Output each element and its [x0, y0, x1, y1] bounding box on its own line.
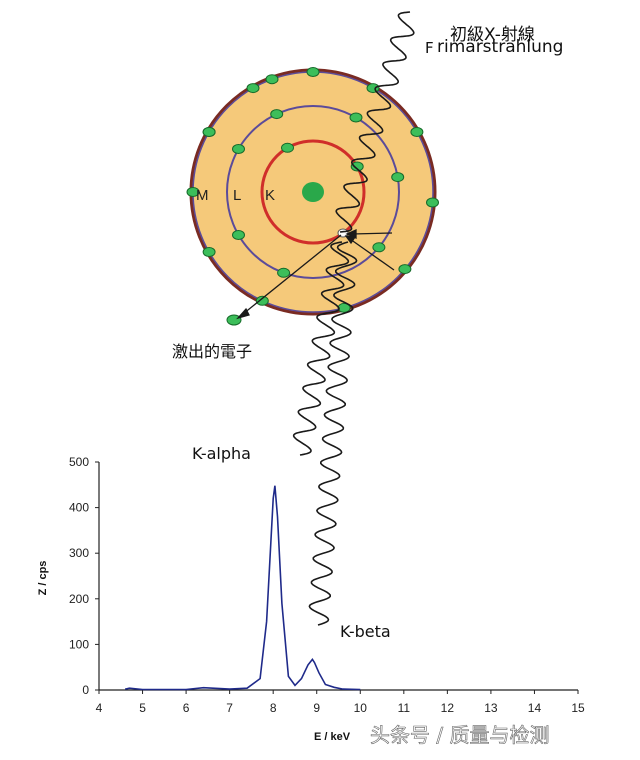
x-tick-label: 11 — [398, 701, 411, 715]
y-tick-label: 300 — [69, 546, 89, 560]
x-tick-label: 7 — [226, 701, 233, 715]
electron — [426, 197, 439, 208]
arrows — [236, 228, 395, 320]
y-axis-title: Z / cps — [37, 561, 49, 596]
electron — [255, 295, 269, 306]
electron — [366, 83, 380, 94]
electron — [350, 161, 364, 172]
shell-label-l: L — [233, 187, 241, 204]
nucleus — [302, 182, 324, 202]
ejected-electron-label: 激出的電子 — [172, 342, 252, 361]
electron — [277, 267, 291, 278]
y-tick-label: 0 — [82, 683, 89, 697]
electron — [202, 127, 216, 137]
electron — [232, 144, 245, 154]
electron — [265, 74, 279, 85]
k-shell-orbit — [260, 139, 366, 245]
x-tick-label: 4 — [96, 701, 103, 715]
ejection-arrow-head — [236, 307, 250, 320]
primary-xray-wave — [335, 11, 415, 233]
primary-xray-label-cn: 初級X-射線 — [450, 25, 535, 45]
x-tick-group: 4 5 6 7 8 9 10 11 12 13 14 15 — [96, 690, 585, 715]
y-tick-group: 0 100 200 300 400 500 — [69, 455, 99, 697]
electron — [398, 264, 412, 275]
shell-label-m: M — [196, 187, 209, 204]
x-tick-label: 14 — [528, 701, 542, 715]
electron — [349, 112, 363, 123]
y-tick-label: 500 — [69, 455, 89, 469]
electron-group — [186, 67, 439, 313]
primary-xray-label-prefix: F — [425, 39, 434, 57]
x-tick-label: 12 — [441, 701, 455, 715]
l-shell-orbit — [226, 105, 400, 279]
watermark: 头条号 / 质量与检测 — [370, 723, 549, 747]
k-alpha-label: K-alpha — [192, 444, 251, 463]
x-tick-label: 5 — [139, 701, 146, 715]
shell-label-k: K — [265, 187, 275, 204]
l-to-k-arrow-head — [344, 235, 357, 245]
y-tick-label: 100 — [69, 637, 89, 651]
x-tick-label: 6 — [183, 701, 190, 715]
photon-waves — [292, 11, 415, 626]
electron — [391, 172, 405, 183]
ejected-electron — [226, 314, 242, 326]
spectrum-line — [124, 485, 361, 691]
electron — [246, 83, 260, 94]
electron — [202, 247, 216, 257]
ejection-arrow — [242, 234, 342, 315]
y-tick-label: 400 — [69, 501, 89, 515]
k-beta-wave — [308, 241, 358, 626]
electron — [410, 127, 424, 137]
k-beta-label: K-beta — [340, 622, 391, 641]
k-alpha-wave — [292, 241, 350, 456]
electron — [281, 142, 294, 153]
x-axis-title: E / keV — [314, 731, 351, 743]
lm-transition-arrow — [351, 232, 393, 235]
electron — [306, 67, 320, 77]
electron — [372, 242, 386, 253]
x-tick-label: 15 — [571, 701, 585, 715]
l-to-k-arrow — [349, 238, 395, 271]
spectrum-chart: 0 100 200 300 400 500 4 5 6 7 8 9 10 11 12 13 14 15 Z / … — [37, 444, 585, 743]
atom-model: M L K — [186, 67, 439, 326]
primary-xray-label-overlay: rimärstrahlung — [437, 37, 563, 57]
x-tick-label: 9 — [313, 701, 320, 715]
x-tick-label: 10 — [354, 701, 368, 715]
electron — [270, 109, 284, 120]
x-tick-label: 13 — [484, 701, 498, 715]
electron — [232, 230, 245, 240]
electron — [186, 187, 200, 197]
y-tick-label: 200 — [69, 592, 89, 606]
x-tick-label: 8 — [270, 701, 277, 715]
